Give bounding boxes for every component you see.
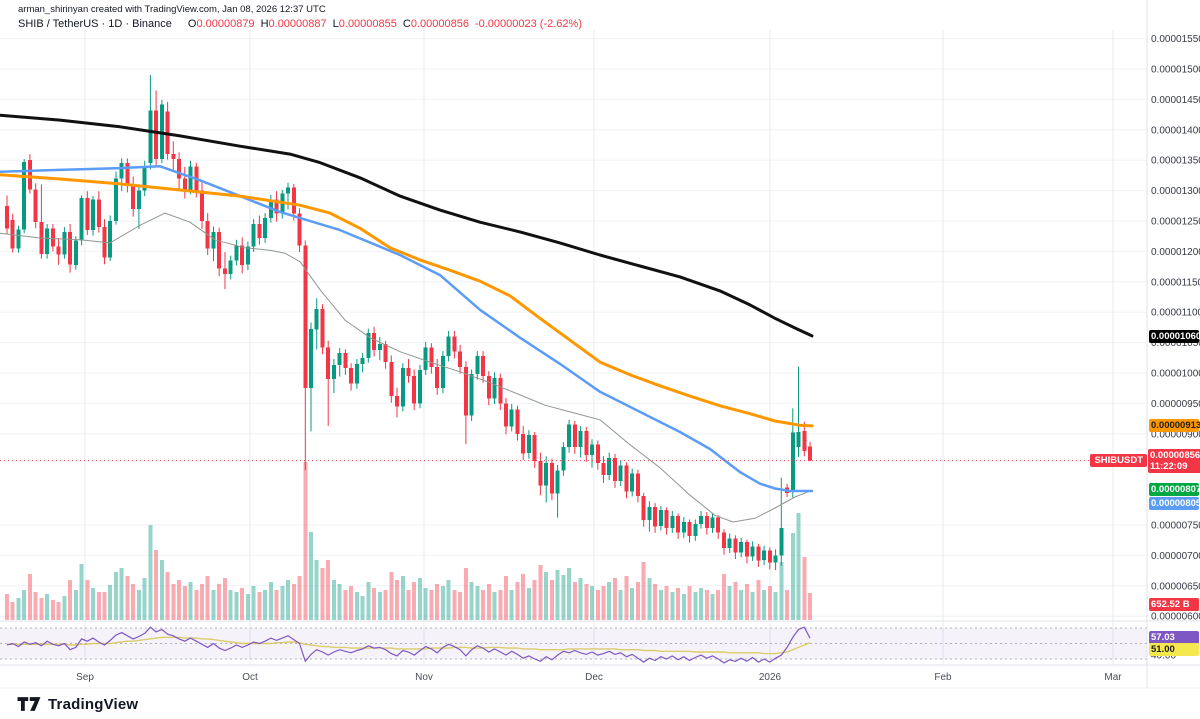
low-value: 0.00000855 xyxy=(338,18,397,30)
last-price-badge: 0.00000856 11:22:09 xyxy=(1148,448,1200,473)
svg-text:0.00001100: 0.00001100 xyxy=(1151,308,1200,319)
ma-orange-price-badge: 0.00000913 xyxy=(1149,418,1200,432)
svg-text:0.00001350: 0.00001350 xyxy=(1151,156,1200,167)
symbol-legend: SHIB / TetherUS · 1D · Binance O0.0000087… xyxy=(18,18,582,30)
svg-text:0.00001400: 0.00001400 xyxy=(1151,125,1200,136)
high-label: H xyxy=(260,18,269,30)
svg-text:0.00000700: 0.00000700 xyxy=(1151,551,1200,562)
change-value: -0.00000023 (-2.62%) xyxy=(474,18,582,30)
svg-text:Nov: Nov xyxy=(415,672,433,683)
svg-text:0.00001250: 0.00001250 xyxy=(1151,217,1200,228)
tradingview-watermark[interactable]: TradingView xyxy=(16,694,138,714)
volume-badge: 652.52 B xyxy=(1149,598,1199,611)
svg-text:0.00000750: 0.00000750 xyxy=(1151,521,1200,532)
svg-text:0.00001050: 0.00001050 xyxy=(1151,338,1200,349)
symbol-title[interactable]: SHIB / TetherUS · 1D · Binance xyxy=(18,18,172,30)
svg-text:Dec: Dec xyxy=(585,672,603,683)
open-value: 0.00000879 xyxy=(196,18,255,30)
attribution-text: arman_shirinyan created with TradingView… xyxy=(18,4,326,15)
svg-text:Feb: Feb xyxy=(934,672,952,683)
svg-text:Oct: Oct xyxy=(242,672,258,683)
tradingview-logo-text: TradingView xyxy=(48,695,139,713)
rsi-ma-value-badge: 51.00 xyxy=(1149,643,1199,657)
svg-text:Mar: Mar xyxy=(1104,672,1122,683)
ma-black-price-badge: 0.00001060 xyxy=(1149,329,1200,343)
svg-text:0.00001000: 0.00001000 xyxy=(1151,369,1200,380)
ma-blue-price-badge: 0.00000805 xyxy=(1149,496,1200,510)
svg-text:0.00001450: 0.00001450 xyxy=(1151,95,1200,106)
svg-text:0.00001200: 0.00001200 xyxy=(1151,247,1200,258)
open-label: O xyxy=(187,18,197,30)
high-value: 0.00000887 xyxy=(268,18,327,30)
svg-text:0.00000900: 0.00000900 xyxy=(1151,429,1200,440)
svg-text:0.00001500: 0.00001500 xyxy=(1151,65,1200,76)
svg-text:2026: 2026 xyxy=(759,672,782,683)
last-price-value: 0.00000856 xyxy=(1150,449,1200,461)
close-value: 0.00000856 xyxy=(410,18,469,30)
svg-text:0.00000950: 0.00000950 xyxy=(1151,399,1200,410)
tradingview-logo-icon xyxy=(17,697,41,711)
svg-text:0.00001150: 0.00001150 xyxy=(1151,277,1200,288)
close-label: C xyxy=(402,18,411,30)
ma-green-price-badge: 0.00000807 xyxy=(1149,483,1200,497)
svg-text:0.00000600: 0.00000600 xyxy=(1151,612,1200,623)
svg-text:0.00000650: 0.00000650 xyxy=(1151,581,1200,592)
low-label: L xyxy=(332,18,339,30)
symbol-price-tag: SHIBUSDT xyxy=(1090,453,1147,467)
svg-text:0.00001300: 0.00001300 xyxy=(1151,186,1200,197)
rsi-value-badge: 57.03 xyxy=(1149,631,1199,645)
bar-countdown: 11:22:09 xyxy=(1150,460,1188,472)
svg-text:0.00001550: 0.00001550 xyxy=(1151,34,1200,45)
svg-text:Sep: Sep xyxy=(76,672,94,683)
